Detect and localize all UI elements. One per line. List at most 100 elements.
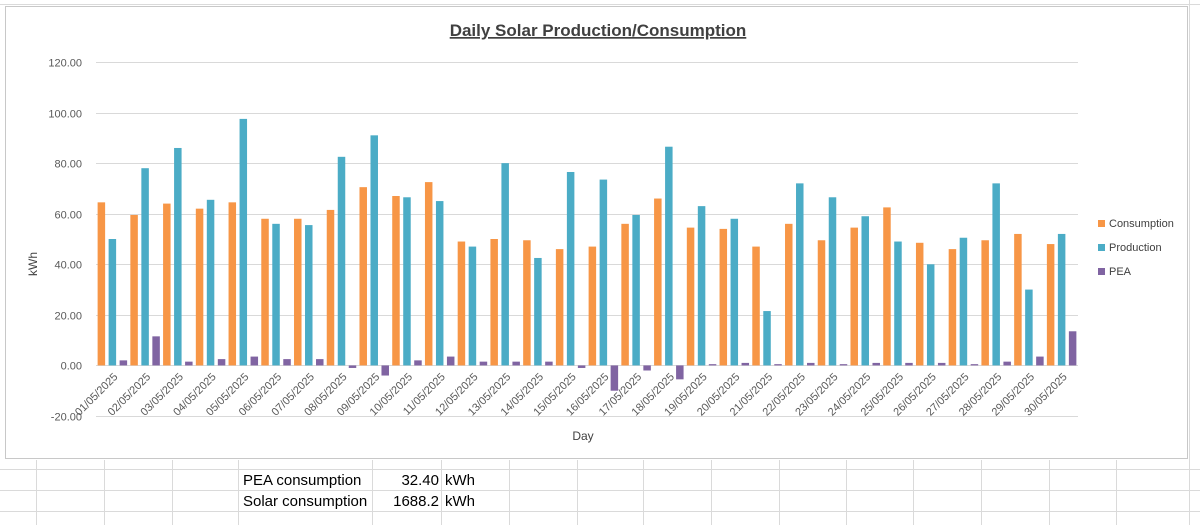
bar-production-8	[337, 156, 346, 366]
bar-production-12	[468, 246, 477, 366]
bar-pea-20	[741, 362, 750, 366]
solar-consumption-label: Solar consumption	[243, 493, 368, 510]
bars	[97, 118, 1077, 391]
bar-consumption-8	[326, 209, 335, 366]
bar-consumption-11	[424, 182, 433, 366]
bar-pea-8	[348, 365, 357, 368]
bar-production-5	[239, 118, 248, 366]
bar-pea-27	[970, 364, 979, 366]
bar-production-3	[174, 147, 182, 366]
bar-pea-7	[316, 359, 324, 366]
bar-production-10	[403, 197, 411, 366]
gridlines	[96, 62, 1078, 417]
bar-production-28	[992, 183, 1000, 366]
bar-consumption-21	[752, 246, 760, 366]
bar-pea-10	[414, 360, 422, 366]
bar-pea-30	[1068, 331, 1077, 366]
bar-pea-9	[381, 365, 389, 376]
bar-consumption-17	[621, 223, 629, 366]
bar-production-7	[305, 225, 313, 366]
legend-label-consumption: Consumption	[1109, 218, 1174, 230]
bar-pea-23	[839, 364, 848, 366]
y-tick-label: 40.00	[54, 260, 82, 272]
legend-swatch-consumption	[1098, 220, 1105, 227]
bar-consumption-23	[817, 240, 826, 366]
bar-consumption-28	[981, 240, 989, 366]
x-tick-labels: 01/05/202502/05/202503/05/202504/05/2025…	[73, 371, 1070, 418]
bar-production-1	[108, 239, 117, 366]
bar-consumption-1	[97, 202, 106, 366]
bar-pea-12	[479, 361, 488, 366]
legend-label-production: Production	[1109, 242, 1162, 254]
bar-consumption-10	[392, 196, 400, 366]
bar-consumption-5	[228, 202, 237, 366]
bar-production-9	[370, 135, 378, 366]
bar-production-20	[730, 218, 739, 366]
bar-consumption-19	[686, 227, 695, 366]
bar-pea-14	[545, 361, 553, 366]
pea-consumption-value: 32.40	[401, 472, 439, 489]
legend: Consumption Production PEA	[1098, 218, 1174, 278]
bar-pea-5	[250, 356, 259, 366]
y-tick-label: 0.00	[61, 361, 82, 373]
bar-pea-2	[152, 336, 160, 366]
bar-production-6	[272, 223, 280, 366]
bar-production-4	[206, 199, 215, 366]
bar-production-14	[534, 257, 542, 366]
bar-pea-3	[185, 361, 193, 366]
bar-consumption-15	[555, 249, 564, 366]
bar-production-15	[566, 171, 575, 366]
bar-pea-1	[119, 360, 128, 366]
bar-production-25	[894, 241, 902, 366]
bar-consumption-26	[915, 242, 924, 366]
bar-production-11	[435, 201, 444, 366]
bar-pea-19	[708, 364, 717, 366]
bar-consumption-22	[785, 223, 793, 366]
bar-pea-18	[676, 365, 684, 380]
bar-consumption-29	[1014, 233, 1022, 366]
bar-pea-26	[937, 362, 946, 366]
bar-consumption-27	[948, 249, 957, 366]
bar-consumption-3	[163, 203, 171, 366]
y-axis-title: kWh	[26, 252, 40, 276]
y-tick-label: 80.00	[54, 159, 82, 171]
pea-consumption-unit: kWh	[445, 472, 475, 489]
solar-consumption-value: 1688.2	[393, 493, 439, 510]
bar-consumption-6	[261, 218, 269, 366]
bar-pea-16	[610, 365, 619, 391]
bar-production-21	[763, 311, 771, 366]
y-tick-label: 20.00	[54, 311, 82, 323]
bar-pea-6	[283, 359, 291, 366]
chart-area[interactable]: 01/05/2025 02/05/2025 03/05/2025 04/05/2025…	[5, 6, 1188, 459]
y-tick-label: 100.00	[48, 109, 82, 121]
bar-production-17	[632, 214, 640, 366]
bar-consumption-16	[588, 246, 597, 366]
bar-pea-21	[774, 364, 782, 366]
bar-pea-28	[1003, 361, 1011, 366]
bar-consumption-20	[719, 228, 728, 366]
bar-production-2	[141, 168, 149, 366]
bar-production-13	[501, 163, 509, 366]
bar-pea-29	[1036, 356, 1044, 366]
y-tick-labels: -20.00 0.00 20.00 40.00 60.00 80.00 100.00 120.…	[48, 58, 82, 424]
bar-consumption-12	[457, 241, 466, 366]
bar-consumption-9	[359, 187, 367, 366]
chart-title: Daily Solar Production/Consumption	[450, 21, 747, 40]
y-tick-label: 60.00	[54, 210, 82, 222]
bar-consumption-24	[850, 227, 858, 366]
legend-swatch-pea	[1098, 268, 1105, 275]
solar-chart: 01/05/202502/05/202503/05/202504/05/2025…	[26, 21, 1174, 443]
bar-pea-4	[217, 359, 226, 366]
bar-production-22	[796, 183, 804, 366]
bar-consumption-25	[883, 207, 891, 366]
bar-consumption-13	[490, 239, 498, 366]
bar-production-26	[926, 264, 935, 366]
bar-consumption-30	[1046, 244, 1055, 366]
solar-consumption-unit: kWh	[445, 493, 475, 510]
legend-label-pea: PEA	[1109, 266, 1132, 278]
bar-pea-24	[872, 362, 880, 366]
bar-production-30	[1057, 233, 1066, 366]
x-axis-title: Day	[572, 429, 593, 443]
bar-consumption-2	[130, 214, 138, 366]
